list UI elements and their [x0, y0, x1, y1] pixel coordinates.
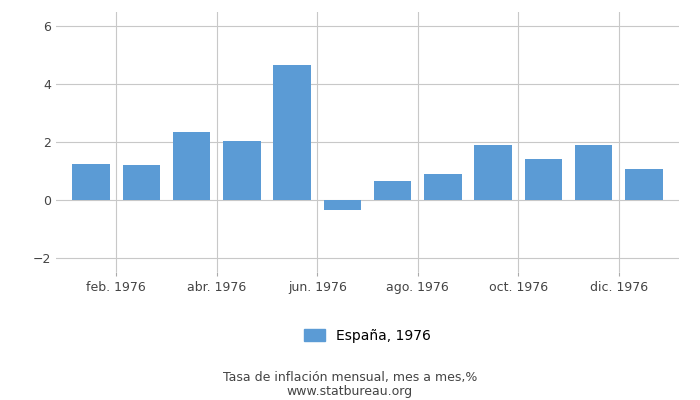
Bar: [273, 66, 311, 200]
Bar: [625, 170, 663, 200]
Bar: [72, 164, 110, 200]
Bar: [475, 145, 512, 200]
Bar: [223, 140, 260, 200]
Bar: [122, 165, 160, 200]
Bar: [173, 132, 211, 200]
Text: Tasa de inflación mensual, mes a mes,%: Tasa de inflación mensual, mes a mes,%: [223, 372, 477, 384]
Bar: [323, 200, 361, 210]
Bar: [374, 181, 412, 200]
Bar: [524, 159, 562, 200]
Legend: España, 1976: España, 1976: [298, 323, 437, 348]
Bar: [424, 174, 462, 200]
Text: www.statbureau.org: www.statbureau.org: [287, 386, 413, 398]
Bar: [575, 145, 612, 200]
